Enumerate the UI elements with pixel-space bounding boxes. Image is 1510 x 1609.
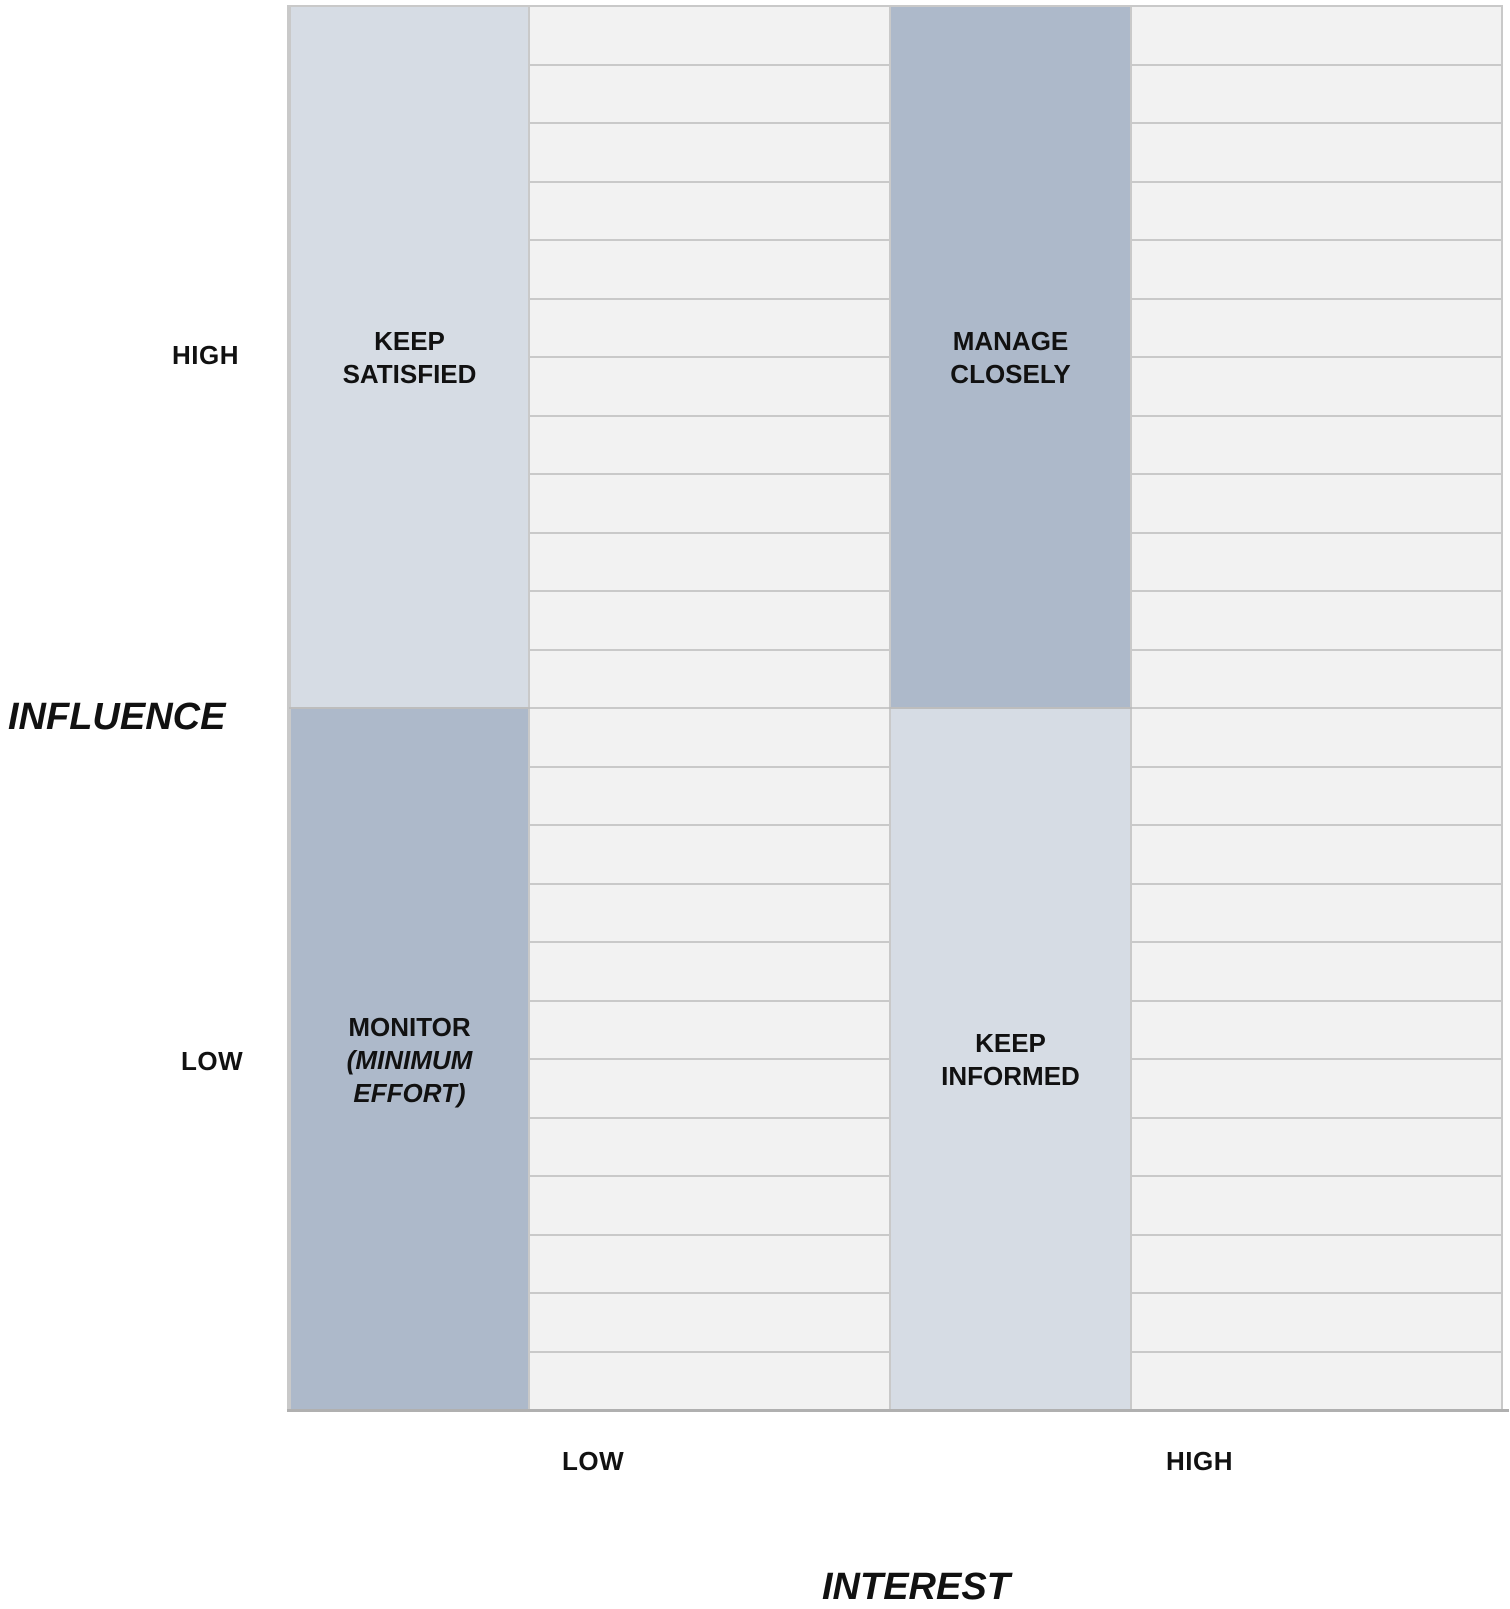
quadrant-manage-closely-text: MANAGE CLOSELY <box>950 325 1070 391</box>
matrix-entry-cell[interactable] <box>530 1001 889 1060</box>
matrix-entry-cell[interactable] <box>1132 943 1501 1002</box>
horizontal-divider <box>289 707 1501 709</box>
quadrant-label-line: CLOSELY <box>950 359 1071 389</box>
y-axis-low-label: LOW <box>181 1046 244 1076</box>
matrix-entry-cell[interactable] <box>1132 1060 1501 1119</box>
quadrant-keep-informed-text: KEEP INFORMED <box>941 1027 1080 1093</box>
matrix-entry-cell[interactable] <box>530 65 889 124</box>
matrix-entry-cell[interactable] <box>530 592 889 651</box>
quadrant-label-line: (MINIMUM <box>346 1044 473 1075</box>
matrix-entry-cell[interactable] <box>530 826 889 885</box>
matrix-entry-cell[interactable] <box>530 475 889 534</box>
matrix-entry-cell[interactable] <box>1132 475 1501 534</box>
matrix-entry-cell[interactable] <box>530 1352 889 1411</box>
matrix-entry-cell[interactable] <box>530 299 889 358</box>
matrix-entry-cell[interactable] <box>530 358 889 417</box>
matrix-entry-cell[interactable] <box>1132 124 1501 183</box>
quadrant-label-line: KEEP <box>975 1028 1046 1058</box>
matrix-entry-cell[interactable] <box>1132 884 1501 943</box>
quadrant-label-line: INFORMED <box>941 1061 1080 1091</box>
matrix-entry-cell[interactable] <box>530 182 889 241</box>
matrix-entry-cell[interactable] <box>1132 1294 1501 1353</box>
matrix-entry-cell[interactable] <box>530 1118 889 1177</box>
matrix-entry-cell[interactable] <box>530 650 889 709</box>
matrix-entry-cell[interactable] <box>1132 1001 1501 1060</box>
stakeholder-matrix: KEEP SATISFIED MANAGE CLOSELY MONITOR (M… <box>287 5 1503 1411</box>
matrix-entry-cell[interactable] <box>530 1060 889 1119</box>
matrix-entry-cell[interactable] <box>1132 1235 1501 1294</box>
quadrant-monitor-text: MONITOR (MINIMUM EFFORT) <box>347 1011 473 1110</box>
matrix-entry-cell[interactable] <box>1132 241 1501 300</box>
quadrant-keep-informed: KEEP INFORMED <box>889 709 1132 1411</box>
quadrant-manage-closely: MANAGE CLOSELY <box>889 7 1132 709</box>
matrix-entry-cell[interactable] <box>1132 182 1501 241</box>
x-axis-high-label: HIGH <box>1166 1446 1233 1476</box>
matrix-entry-cell[interactable] <box>530 124 889 183</box>
quadrant-label-line: SATISFIED <box>342 359 477 389</box>
matrix-entry-cell[interactable] <box>1132 1177 1501 1236</box>
matrix-entry-cell[interactable] <box>1132 299 1501 358</box>
matrix-entry-cell[interactable] <box>1132 709 1501 768</box>
matrix-entry-cell[interactable] <box>530 241 889 300</box>
matrix-entry-cell[interactable] <box>530 767 889 826</box>
quadrant-label-line: KEEP <box>374 326 445 356</box>
matrix-entry-cell[interactable] <box>1132 767 1501 826</box>
matrix-entry-cell[interactable] <box>1132 416 1501 475</box>
y-axis-title: INFLUENCE <box>8 696 226 738</box>
quadrant-label-line: EFFORT) <box>353 1077 466 1108</box>
matrix-entry-cell[interactable] <box>1132 1118 1501 1177</box>
x-axis-title: INTEREST <box>822 1566 1010 1608</box>
matrix-entry-cell[interactable] <box>530 7 889 66</box>
matrix-entry-cell[interactable] <box>1132 533 1501 592</box>
quadrant-label-line: MONITOR <box>348 1011 471 1042</box>
quadrant-label-line: MANAGE <box>952 326 1069 356</box>
matrix-entry-cell[interactable] <box>530 943 889 1002</box>
matrix-entry-cell[interactable] <box>530 1235 889 1294</box>
matrix-entry-cell[interactable] <box>1132 650 1501 709</box>
matrix-entry-cell[interactable] <box>1132 7 1501 66</box>
y-axis-high-label: HIGH <box>172 340 239 370</box>
x-axis-low-label: LOW <box>562 1446 625 1476</box>
matrix-entry-cell[interactable] <box>530 416 889 475</box>
quadrant-keep-satisfied-text: KEEP SATISFIED <box>343 325 477 391</box>
matrix-entry-cell[interactable] <box>530 884 889 943</box>
matrix-entry-cell[interactable] <box>530 1294 889 1353</box>
matrix-entry-cell[interactable] <box>530 709 889 768</box>
x-axis-line <box>287 1409 1509 1412</box>
matrix-entry-cell[interactable] <box>1132 65 1501 124</box>
matrix-entry-cell[interactable] <box>530 1177 889 1236</box>
quadrant-keep-satisfied: KEEP SATISFIED <box>289 7 530 709</box>
matrix-entry-cell[interactable] <box>1132 1352 1501 1411</box>
matrix-entry-cell[interactable] <box>1132 592 1501 651</box>
matrix-entry-cell[interactable] <box>1132 826 1501 885</box>
quadrant-monitor: MONITOR (MINIMUM EFFORT) <box>289 709 530 1411</box>
matrix-entry-cell[interactable] <box>1132 358 1501 417</box>
matrix-entry-cell[interactable] <box>530 533 889 592</box>
